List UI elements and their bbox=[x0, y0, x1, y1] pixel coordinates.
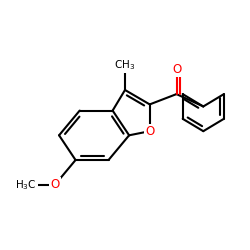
Text: CH$_3$: CH$_3$ bbox=[114, 58, 136, 72]
Text: O: O bbox=[50, 178, 59, 191]
Text: O: O bbox=[145, 125, 154, 138]
Text: H$_3$C: H$_3$C bbox=[15, 178, 37, 192]
Text: O: O bbox=[172, 63, 181, 76]
